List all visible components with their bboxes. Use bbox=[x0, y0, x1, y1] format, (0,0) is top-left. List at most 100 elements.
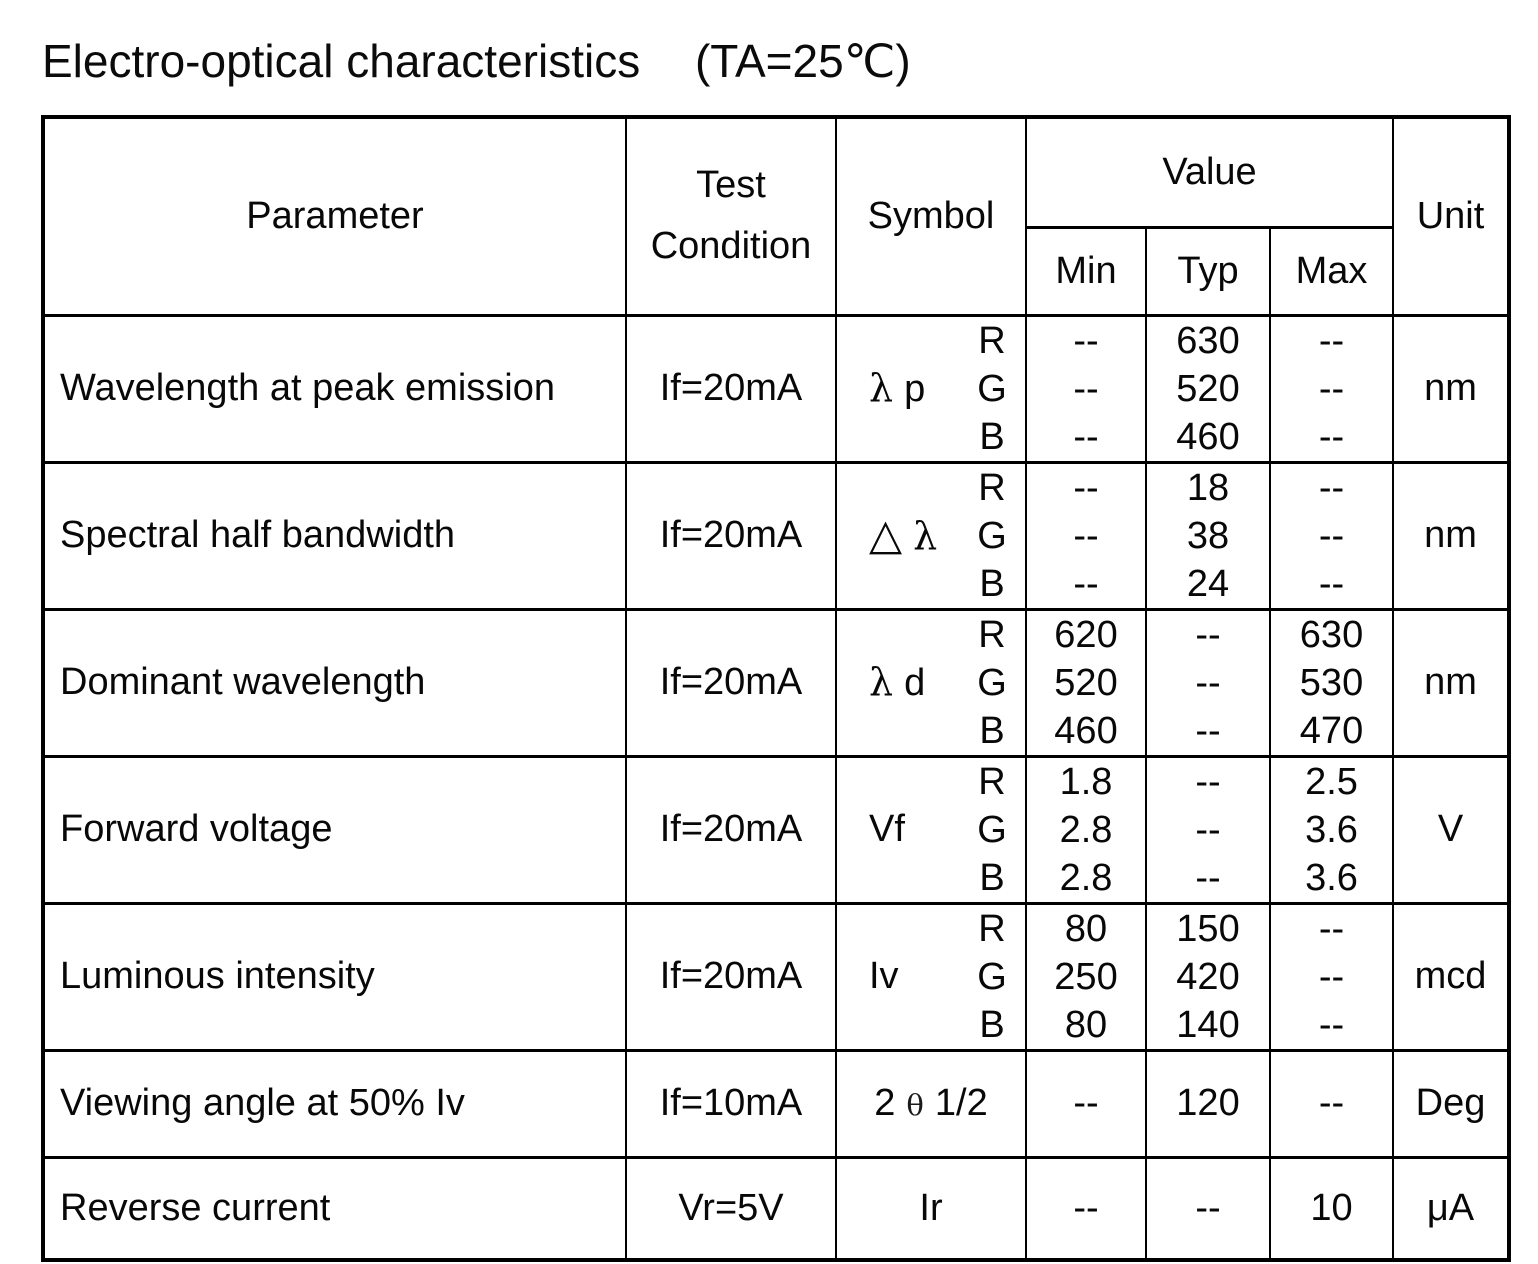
channel-label-r: R bbox=[978, 907, 1006, 950]
max-b: -- bbox=[1318, 562, 1345, 605]
max-g: 3.6 bbox=[1305, 808, 1358, 851]
symbol-text: Iv bbox=[869, 955, 899, 998]
min-values: 80 250 80 bbox=[1028, 906, 1144, 1047]
cell-min: -- bbox=[1025, 1155, 1147, 1262]
page-title-main: Electro-optical characteristics bbox=[42, 35, 641, 87]
max-g: 530 bbox=[1299, 661, 1364, 704]
table-row-reverse-current: Reverse current Vr=5V Ir -- -- 10 μA bbox=[42, 1155, 1510, 1262]
min-g: -- bbox=[1073, 514, 1099, 557]
symbol-prefix: 2 bbox=[874, 1082, 896, 1124]
typ-r: -- bbox=[1195, 613, 1221, 656]
channel-labels: R G B bbox=[975, 759, 1009, 900]
typ-values: 150 420 140 bbox=[1148, 906, 1268, 1047]
cell-min: 1.8 2.8 2.8 bbox=[1025, 754, 1147, 905]
col-header-parameter: Parameter bbox=[42, 115, 627, 317]
max-values: -- -- -- bbox=[1272, 906, 1391, 1047]
cell-unit: nm bbox=[1392, 313, 1510, 464]
typ-values: -- -- -- bbox=[1148, 612, 1268, 753]
min-r: 80 bbox=[1064, 907, 1108, 950]
min-g: 520 bbox=[1054, 661, 1118, 704]
typ-b: -- bbox=[1195, 856, 1221, 899]
symbol-suffix: Vf bbox=[869, 808, 905, 850]
symbol-suffix: p bbox=[904, 368, 926, 410]
typ-g: 420 bbox=[1176, 955, 1240, 998]
cell-unit: μA bbox=[1392, 1155, 1510, 1262]
cell-parameter: Viewing angle at 50% Iv bbox=[42, 1048, 627, 1159]
cell-max: 630 530 470 bbox=[1269, 607, 1394, 758]
cell-parameter: Spectral half bandwidth bbox=[42, 460, 627, 611]
cell-max: 10 bbox=[1269, 1155, 1394, 1262]
max-values: 2.5 3.6 3.6 bbox=[1272, 759, 1391, 900]
cell-condition: If=10mA bbox=[625, 1048, 837, 1159]
channel-labels: R G B bbox=[975, 612, 1009, 753]
channel-label-g: G bbox=[977, 955, 1007, 998]
min-r: -- bbox=[1073, 319, 1099, 362]
cell-symbol: 2 θ 1/2 bbox=[835, 1048, 1027, 1159]
col-header-max: Max bbox=[1269, 225, 1394, 317]
min-b: 80 bbox=[1064, 1003, 1108, 1046]
typ-g: 520 bbox=[1176, 367, 1240, 410]
col-header-min: Min bbox=[1025, 225, 1147, 317]
table-row-viewing-angle: Viewing angle at 50% Iv If=10mA 2 θ 1/2 --… bbox=[42, 1048, 1510, 1159]
typ-r: -- bbox=[1195, 760, 1221, 803]
col-header-typ: Typ bbox=[1145, 225, 1271, 317]
symbol-text: △ λ bbox=[869, 513, 937, 558]
typ-r: 150 bbox=[1176, 907, 1240, 950]
cell-min: -- -- -- bbox=[1025, 313, 1147, 464]
max-b: 3.6 bbox=[1305, 856, 1358, 899]
header-row-1: Parameter Test Condition Symbol Value Un… bbox=[42, 115, 1510, 317]
cell-max: -- -- -- bbox=[1269, 460, 1394, 611]
min-g: -- bbox=[1073, 367, 1099, 410]
channel-label-b: B bbox=[979, 415, 1005, 458]
channel-label-b: B bbox=[979, 562, 1005, 605]
cell-unit: V bbox=[1392, 754, 1510, 905]
max-g: -- bbox=[1318, 514, 1345, 557]
cell-parameter: Luminous intensity bbox=[42, 901, 627, 1052]
cell-parameter: Dominant wavelength bbox=[42, 607, 627, 758]
typ-g: -- bbox=[1195, 661, 1221, 704]
symbol-suffix: Ir bbox=[919, 1186, 943, 1229]
channel-label-b: B bbox=[979, 1003, 1005, 1046]
cell-min: -- bbox=[1025, 1048, 1147, 1159]
channel-label-g: G bbox=[977, 514, 1007, 557]
max-b: -- bbox=[1318, 415, 1345, 458]
symbol-text: 2 θ 1/2 bbox=[874, 1082, 987, 1125]
channel-label-r: R bbox=[978, 466, 1006, 509]
max-r: 630 bbox=[1299, 613, 1364, 656]
eo-characteristics-table: Parameter Test Condition Symbol Value Un… bbox=[41, 115, 1511, 1262]
symbol-wrap: △ λ R G B bbox=[838, 465, 1024, 606]
min-g: 250 bbox=[1054, 955, 1118, 998]
cell-typ: -- -- -- bbox=[1145, 607, 1271, 758]
symbol-wrap: Iv R G B bbox=[838, 906, 1024, 1047]
table-row-luminous-intensity: Luminous intensity If=20mA Iv R G B 80 2… bbox=[42, 901, 1510, 1052]
cell-max: -- bbox=[1269, 1048, 1394, 1159]
channel-labels: R G B bbox=[975, 318, 1009, 459]
channel-labels: R G B bbox=[975, 465, 1009, 606]
max-b: -- bbox=[1318, 1003, 1345, 1046]
cell-typ: 120 bbox=[1145, 1048, 1271, 1159]
min-b: 460 bbox=[1054, 709, 1118, 752]
col-header-value: Value bbox=[1025, 115, 1394, 229]
symbol-suffix: d bbox=[904, 662, 926, 704]
cell-max: -- -- -- bbox=[1269, 901, 1394, 1052]
cell-typ: -- -- -- bbox=[1145, 754, 1271, 905]
cell-max: 2.5 3.6 3.6 bbox=[1269, 754, 1394, 905]
min-g: 2.8 bbox=[1059, 808, 1113, 851]
cell-symbol: △ λ R G B bbox=[835, 460, 1027, 611]
typ-b: 24 bbox=[1186, 562, 1230, 605]
max-r: -- bbox=[1318, 319, 1345, 362]
channel-label-b: B bbox=[979, 709, 1005, 752]
cell-typ: 630 520 460 bbox=[1145, 313, 1271, 464]
channel-label-r: R bbox=[978, 613, 1006, 656]
col-header-unit: Unit bbox=[1392, 115, 1510, 317]
max-r: -- bbox=[1318, 466, 1345, 509]
typ-g: 38 bbox=[1186, 514, 1230, 557]
channel-label-g: G bbox=[977, 367, 1007, 410]
header-row-2: Min Typ Max bbox=[43, 225, 1509, 317]
min-b: 2.8 bbox=[1059, 856, 1113, 899]
cell-unit: nm bbox=[1392, 607, 1510, 758]
cell-max: -- -- -- bbox=[1269, 313, 1394, 464]
channel-label-b: B bbox=[979, 856, 1005, 899]
